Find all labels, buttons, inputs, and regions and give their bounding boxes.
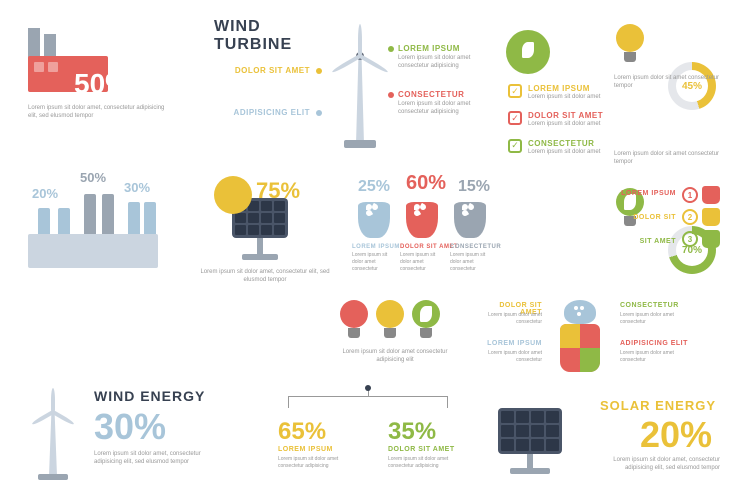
factory1-desc: Lorem ipsum sit dolor amet, consectetur … xyxy=(28,104,168,121)
sun-icon xyxy=(214,176,252,214)
dot xyxy=(316,110,322,116)
cooling-towers xyxy=(358,196,486,238)
pt-2d: Lorem ipsum dolor amet consectetur xyxy=(620,312,692,326)
split-d-1: Lorem ipsum sit dolor amet consectetur a… xyxy=(388,456,460,470)
cool-pct-2: 15% xyxy=(458,178,490,196)
wind-energy-turbine xyxy=(28,390,78,480)
step-towers: 1 2 3 xyxy=(682,186,720,248)
solar-energy-pct: 20% xyxy=(640,414,712,456)
cool-pct-1: 60% xyxy=(406,172,446,195)
step-lbl-2: SIT AMET xyxy=(618,238,676,245)
split-lbl-1: DOLOR SIT AMET xyxy=(388,446,455,453)
wt-item-3: CONSECTETUR xyxy=(398,90,464,99)
stack-pct-0: 20% xyxy=(32,186,58,201)
solar-energy-title: SOLAR ENERGY xyxy=(600,398,716,413)
wt-item-2d: Lorem ipsum sit dolor amet consectetur a… xyxy=(398,54,478,71)
solar1-pct: 75% xyxy=(256,178,300,204)
wind-turbine-title2: TURBINE xyxy=(214,36,292,54)
factory1-pct: 50% xyxy=(74,68,130,100)
wind-turbine-icon xyxy=(330,28,390,148)
dot xyxy=(388,92,394,98)
bulb-green-main xyxy=(506,30,550,74)
split-pct-0: 65% xyxy=(278,418,326,446)
pt-3d: Lorem ipsum dolor amet consectetur xyxy=(620,350,692,364)
solar-panel-2 xyxy=(498,408,562,474)
wt-item-3d: Lorem ipsum sit dolor amet consectetur a… xyxy=(398,100,478,117)
bulbs-row xyxy=(340,300,440,340)
split-pct-1: 35% xyxy=(388,418,436,446)
donut-45-desc: Lorem ipsum dolor sit amet consectetur t… xyxy=(614,74,724,91)
wind-energy-desc: Lorem ipsum sit dolor amet, consectetur … xyxy=(94,450,224,467)
pt-2: CONSECTETUR xyxy=(620,302,679,309)
split-d-0: Lorem ipsum sit dolor amet consectetur a… xyxy=(278,456,350,470)
pt-1: LOREM IPSUM xyxy=(478,340,542,347)
pt-1d: Lorem ipsum dolor amet consectetur xyxy=(470,350,542,364)
split-bracket xyxy=(288,396,448,414)
cool-lbl-2: CONSECTETUR xyxy=(450,244,501,250)
bulbs-desc: Lorem ipsum sit dolor amet consectetur a… xyxy=(340,348,450,365)
dot xyxy=(316,68,322,74)
wind-energy-pct: 30% xyxy=(94,406,166,448)
pt-3: ADIPISICING ELIT xyxy=(620,340,688,347)
bulb-yellow xyxy=(616,24,644,64)
wt-item-0: DOLOR SIT AMET xyxy=(230,66,310,75)
solar1-desc: Lorem ipsum sit dolor amet, consectetur … xyxy=(200,268,330,285)
wind-energy-title: WIND ENERGY xyxy=(94,388,205,404)
cool-d-2: Lorem ipsum sit dolor amet consectetur xyxy=(450,252,492,273)
cool-d-1: Lorem ipsum sit dolor amet consectetur xyxy=(400,252,442,273)
wt-item-1: ADIPISICING ELIT xyxy=(222,108,310,117)
cool-d-0: Lorem ipsum sit dolor amet consectetur xyxy=(352,252,394,273)
donut-70-desc: Lorem ipsum dolor sit amet consectetur t… xyxy=(614,150,724,167)
cool-lbl-0: LOREM IPSUM xyxy=(352,244,400,250)
stack-pct-1: 50% xyxy=(80,170,106,185)
dot xyxy=(388,46,394,52)
cool-pct-0: 25% xyxy=(358,178,390,196)
wind-turbine-title1: WIND xyxy=(214,18,261,36)
checklist: ✓LOREM IPSUMLorem ipsum sit dolor amet ✓… xyxy=(508,84,603,156)
split-lbl-0: LOREM IPSUM xyxy=(278,446,333,453)
puzzle-tower-icon xyxy=(554,300,606,378)
step-lbl-0: LOREM IPSUM xyxy=(618,190,676,197)
pt-0d: Lorem ipsum dolor amet consectetur xyxy=(470,312,542,326)
wt-item-2: LOREM IPSUM xyxy=(398,44,460,53)
stack-pct-2: 30% xyxy=(124,180,150,195)
solar-energy-desc: Lorem ipsum sit dolor amet, consectetur … xyxy=(600,456,720,473)
step-lbl-1: DOLOR SIT xyxy=(618,214,676,221)
